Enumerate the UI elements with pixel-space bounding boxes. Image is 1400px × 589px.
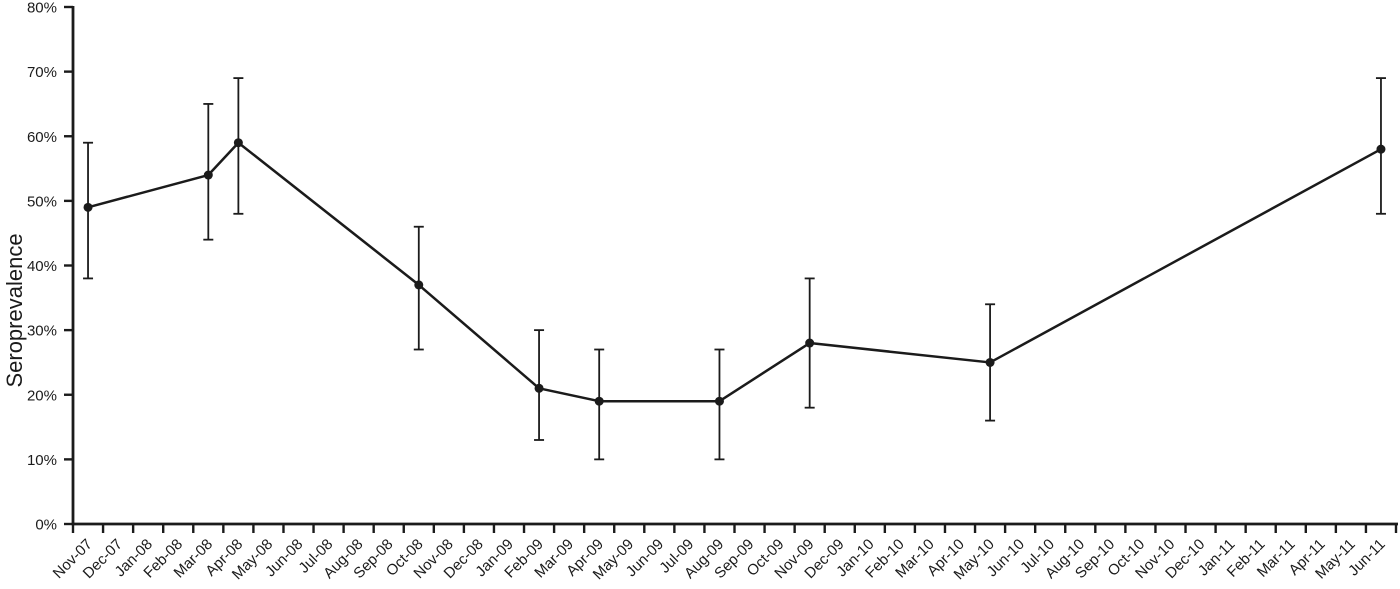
y-axis-title: Seroprevalence xyxy=(2,233,27,387)
data-point-marker xyxy=(1376,144,1386,154)
y-tick-label: 50% xyxy=(27,193,57,210)
series-line xyxy=(87,141,1382,403)
data-point-marker xyxy=(83,202,93,212)
data-point-marker xyxy=(985,357,995,367)
data-point-marker xyxy=(594,396,604,406)
y-tick-label: 30% xyxy=(27,323,57,340)
data-point-marker xyxy=(805,338,815,348)
y-tick-label: 10% xyxy=(27,452,57,469)
y-tick-label: 0% xyxy=(35,517,57,534)
y-tick-label: 40% xyxy=(27,258,57,275)
data-point-marker xyxy=(534,383,544,393)
y-tick-label: 20% xyxy=(27,387,57,404)
y-tick-label: 80% xyxy=(27,0,57,17)
data-point-marker xyxy=(414,280,424,290)
data-point-marker xyxy=(233,138,243,148)
data-point-marker xyxy=(714,396,724,406)
y-tick-label: 70% xyxy=(27,64,57,81)
y-tick-label: 60% xyxy=(27,129,57,146)
data-point-marker xyxy=(203,170,213,180)
